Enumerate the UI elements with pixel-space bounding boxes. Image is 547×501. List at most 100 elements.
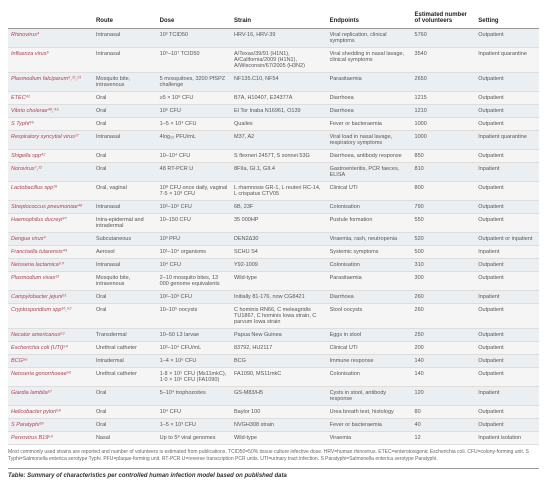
cell-r9-c5: 800 bbox=[412, 182, 476, 201]
cell-r24-c1: Oral bbox=[93, 419, 157, 432]
cell-r24-c3: NVGH308 strain bbox=[231, 419, 327, 432]
cell-r25-c4: Viraemia bbox=[327, 432, 412, 445]
cell-r10-c5: 790 bbox=[412, 201, 476, 214]
cell-r9-c6: Outpatient bbox=[475, 182, 539, 201]
cell-r7-c3: S flexneri 2457T, S sonnei 53G bbox=[231, 150, 327, 163]
cell-r23-c3: Baylor 100 bbox=[231, 406, 327, 419]
cell-r12-c3: DEN2Δ30 bbox=[231, 233, 327, 246]
cell-r1-c0: Influenza virus⁵ bbox=[8, 48, 93, 73]
cell-r8-c0: Norovirus⁷,²² bbox=[8, 163, 93, 182]
cell-r5-c6: Outpatient bbox=[475, 118, 539, 131]
cell-r24-c6: Outpatient bbox=[475, 419, 539, 432]
cell-r11-c2: 10–150 CFU bbox=[157, 214, 231, 233]
cell-r10-c4: Colonisation bbox=[327, 201, 412, 214]
cell-r15-c3: Wild-type bbox=[231, 272, 327, 291]
cell-r4-c1: Oral bbox=[93, 105, 157, 118]
cell-r24-c4: Fever or bacteraemia bbox=[327, 419, 412, 432]
table-row: Influenza virus⁵Intranasal10⁵–10⁷ TCID50… bbox=[8, 48, 539, 73]
cell-r11-c1: Intra-epidermal and intradermal bbox=[93, 214, 157, 233]
cell-r3-c1: Oral bbox=[93, 92, 157, 105]
cell-r19-c6: Outpatient bbox=[475, 342, 539, 355]
cell-r25-c1: Nasal bbox=[93, 432, 157, 445]
cell-r17-c1: Oral bbox=[93, 304, 157, 329]
cell-r18-c0: Necator americanus⁵³ bbox=[8, 329, 93, 342]
cell-r22-c2: 5–10⁴ trophozoites bbox=[157, 387, 231, 406]
cell-r21-c2: 1·8 × 10⁵ CFU (Ms11mkC), 1·0 × 10⁶ CFU (… bbox=[157, 368, 231, 387]
table-row: S Typhi⁴⁵Oral1–5 × 10⁴ CFUQuailesFever o… bbox=[8, 118, 539, 131]
col-header-1: Route bbox=[93, 8, 157, 29]
cell-r0-c0: Rhinovirus⁴ bbox=[8, 29, 93, 48]
cell-r18-c3: Papua New Guinea bbox=[231, 329, 327, 342]
cell-r4-c5: 1210 bbox=[412, 105, 476, 118]
cell-r19-c1: Urethral catheter bbox=[93, 342, 157, 355]
cell-r22-c4: Cysts in stool, antibody response bbox=[327, 387, 412, 406]
col-header-2: Dose bbox=[157, 8, 231, 29]
cell-r2-c3: NF135.C10, NF54 bbox=[231, 73, 327, 92]
infection-model-table: RouteDoseStrainEndpointsEstimated number… bbox=[8, 8, 539, 445]
cell-r7-c0: Shigella spp⁴² bbox=[8, 150, 93, 163]
cell-r5-c2: 1–5 × 10⁴ CFU bbox=[157, 118, 231, 131]
cell-r14-c5: 310 bbox=[412, 259, 476, 272]
cell-r25-c3: Wild-type bbox=[231, 432, 327, 445]
cell-r0-c3: HRV-16, HRV-39 bbox=[231, 29, 327, 48]
cell-r19-c2: 10²–10⁴ CFU/mL bbox=[157, 342, 231, 355]
cell-r6-c6: Inpatient quarantine bbox=[475, 131, 539, 150]
cell-r13-c5: 500 bbox=[412, 246, 476, 259]
cell-r7-c1: Oral bbox=[93, 150, 157, 163]
cell-r5-c3: Quailes bbox=[231, 118, 327, 131]
cell-r14-c4: Colonisation bbox=[327, 259, 412, 272]
cell-r15-c5: 300 bbox=[412, 272, 476, 291]
cell-r1-c2: 10⁵–10⁷ TCID50 bbox=[157, 48, 231, 73]
cell-r13-c2: 10¹–10⁴ organisms bbox=[157, 246, 231, 259]
cell-r8-c3: 8FIIa, GI.1, GII.4 bbox=[231, 163, 327, 182]
cell-r1-c5: 3540 bbox=[412, 48, 476, 73]
cell-r11-c3: 35 000HP bbox=[231, 214, 327, 233]
col-header-4: Endpoints bbox=[327, 8, 412, 29]
cell-r7-c4: Diarrhoea, antibody response bbox=[327, 150, 412, 163]
cell-r15-c6: Outpatient bbox=[475, 272, 539, 291]
col-header-5: Estimated number of volunteers bbox=[412, 8, 476, 29]
table-row: ETEC⁴²Oral≥5 × 10⁸ CFUB7A, H10407, E2437… bbox=[8, 92, 539, 105]
table-row: Rhinovirus⁴Intranasal10³ TCID50HRV-16, H… bbox=[8, 29, 539, 48]
cell-r23-c5: 80 bbox=[412, 406, 476, 419]
cell-r9-c3: L rhamnosis GR-1, L reuteri RC-14, L cri… bbox=[231, 182, 327, 201]
cell-r19-c0: Escherichia coli (UTI)⁵⁴ bbox=[8, 342, 93, 355]
table-row: Francisella tularensis⁴⁹Aerosol10¹–10⁴ o… bbox=[8, 246, 539, 259]
col-header-0 bbox=[8, 8, 93, 29]
cell-r17-c5: 260 bbox=[412, 304, 476, 329]
table-caption: Table: Summary of characteristics per co… bbox=[8, 468, 539, 479]
cell-r13-c0: Francisella tularensis⁴⁹ bbox=[8, 246, 93, 259]
cell-r5-c0: S Typhi⁴⁵ bbox=[8, 118, 93, 131]
cell-r2-c0: Plasmodium falciparum⁶,²¹,²³ bbox=[8, 73, 93, 92]
cell-r17-c4: Stool oocysts bbox=[327, 304, 412, 329]
cell-r18-c1: Transdermal bbox=[93, 329, 157, 342]
table-row: Plasmodium falciparum⁶,²¹,²³Mosquito bit… bbox=[8, 73, 539, 92]
table-row: Giardia lamblia⁵⁷Oral5–10⁴ trophozoitesG… bbox=[8, 387, 539, 406]
cell-r8-c4: Gastroenteritis, PCR faeces, ELISA bbox=[327, 163, 412, 182]
cell-r8-c5: 810 bbox=[412, 163, 476, 182]
table-row: Vibrio cholerae⁴⁸,⁴⁹Oral10⁶ CFUEl Tor In… bbox=[8, 105, 539, 118]
cell-r1-c3: A/Texas/39/91 (H1N1), A/California/2009 … bbox=[231, 48, 327, 73]
cell-r21-c3: FA1090, MS11mkC bbox=[231, 368, 327, 387]
table-row: Helicobacter pylori⁵⁸Oral10⁴ CFUBaylor 1… bbox=[8, 406, 539, 419]
table-row: Campylobacter jejuni⁵¹Oral10²–10⁹ CFUIni… bbox=[8, 291, 539, 304]
cell-r19-c5: 200 bbox=[412, 342, 476, 355]
cell-r18-c4: Eggs in stool bbox=[327, 329, 412, 342]
cell-r20-c5: 140 bbox=[412, 355, 476, 368]
cell-r18-c5: 250 bbox=[412, 329, 476, 342]
cell-r2-c2: 5 mosquitoes, 3200 PfSPZ challenge bbox=[157, 73, 231, 92]
table-header: RouteDoseStrainEndpointsEstimated number… bbox=[8, 8, 539, 29]
cell-r12-c5: 520 bbox=[412, 233, 476, 246]
table-row: Plasmodium vivax³¹Mosquito bite, intrave… bbox=[8, 272, 539, 291]
cell-r16-c0: Campylobacter jejuni⁵¹ bbox=[8, 291, 93, 304]
table-row: Parvovirus B19⁵⁹NasalUp to 5⁸ viral geno… bbox=[8, 432, 539, 445]
table-row: Neisseria gonorrhoeae⁵⁶Urethral catheter… bbox=[8, 368, 539, 387]
cell-r3-c5: 1215 bbox=[412, 92, 476, 105]
cell-r16-c5: 260 bbox=[412, 291, 476, 304]
table-body: Rhinovirus⁴Intranasal10³ TCID50HRV-16, H… bbox=[8, 29, 539, 445]
cell-r18-c6: Outpatient bbox=[475, 329, 539, 342]
cell-r4-c0: Vibrio cholerae⁴⁸,⁴⁹ bbox=[8, 105, 93, 118]
cell-r11-c6: Outpatient bbox=[475, 214, 539, 233]
table-row: Necator americanus⁵³Transdermal10–50 L3 … bbox=[8, 329, 539, 342]
cell-r17-c2: 10–10⁵ oocysts bbox=[157, 304, 231, 329]
